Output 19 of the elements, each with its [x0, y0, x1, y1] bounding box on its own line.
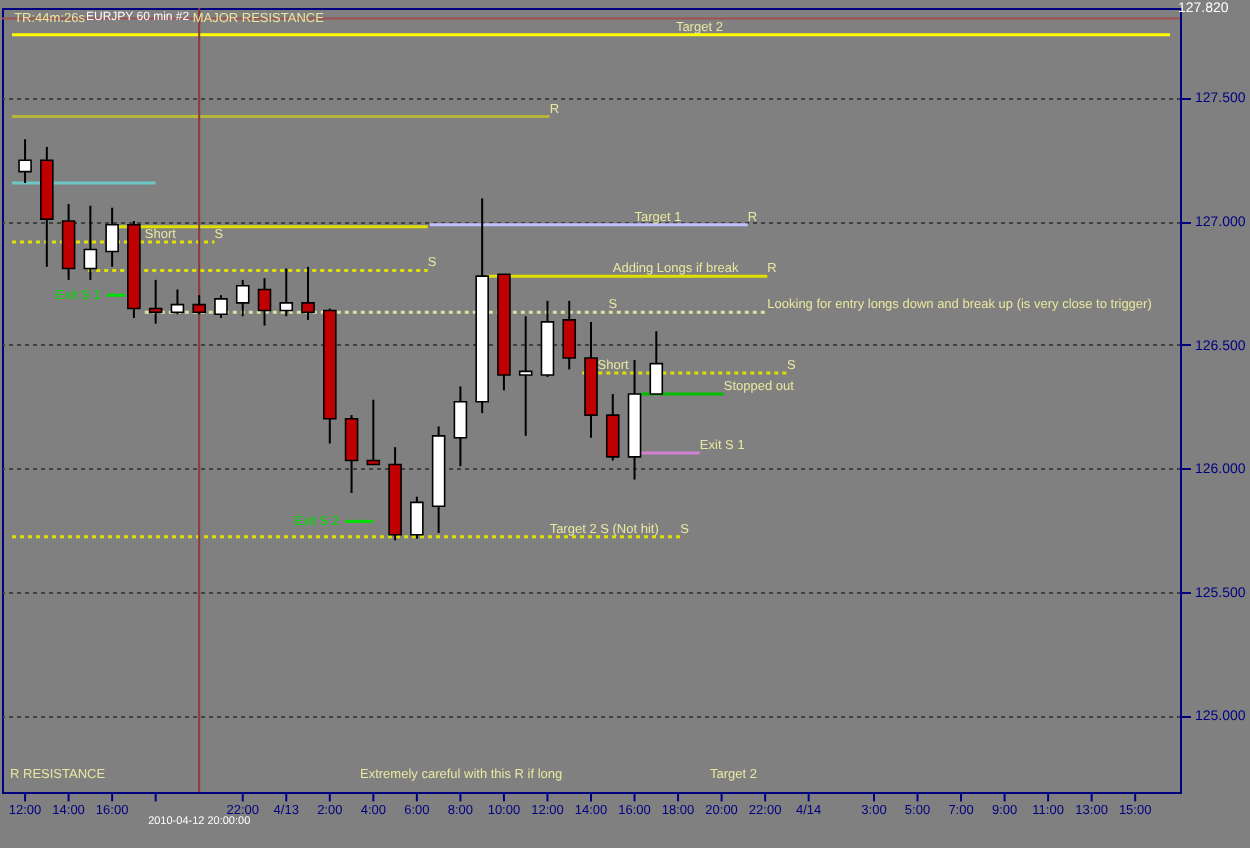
candlestick: [453, 385, 468, 468]
candlestick: [605, 393, 620, 462]
candlestick: [105, 206, 119, 268]
candlestick: [148, 278, 163, 325]
candlestick: [279, 267, 294, 318]
candlestick: [301, 265, 315, 321]
candlestick: [83, 204, 98, 281]
candlestick: [410, 495, 424, 540]
candlestick: [170, 288, 185, 316]
candlestick: [61, 203, 76, 281]
candlestick: [344, 414, 359, 494]
candlestick: [235, 278, 250, 318]
candlestick: [562, 299, 577, 371]
candlestick: [518, 315, 533, 437]
candlestick: [192, 294, 206, 316]
candlestick: [257, 277, 272, 327]
candlestick: [18, 138, 32, 184]
candlestick: [649, 330, 664, 396]
candlestick: [214, 294, 228, 319]
